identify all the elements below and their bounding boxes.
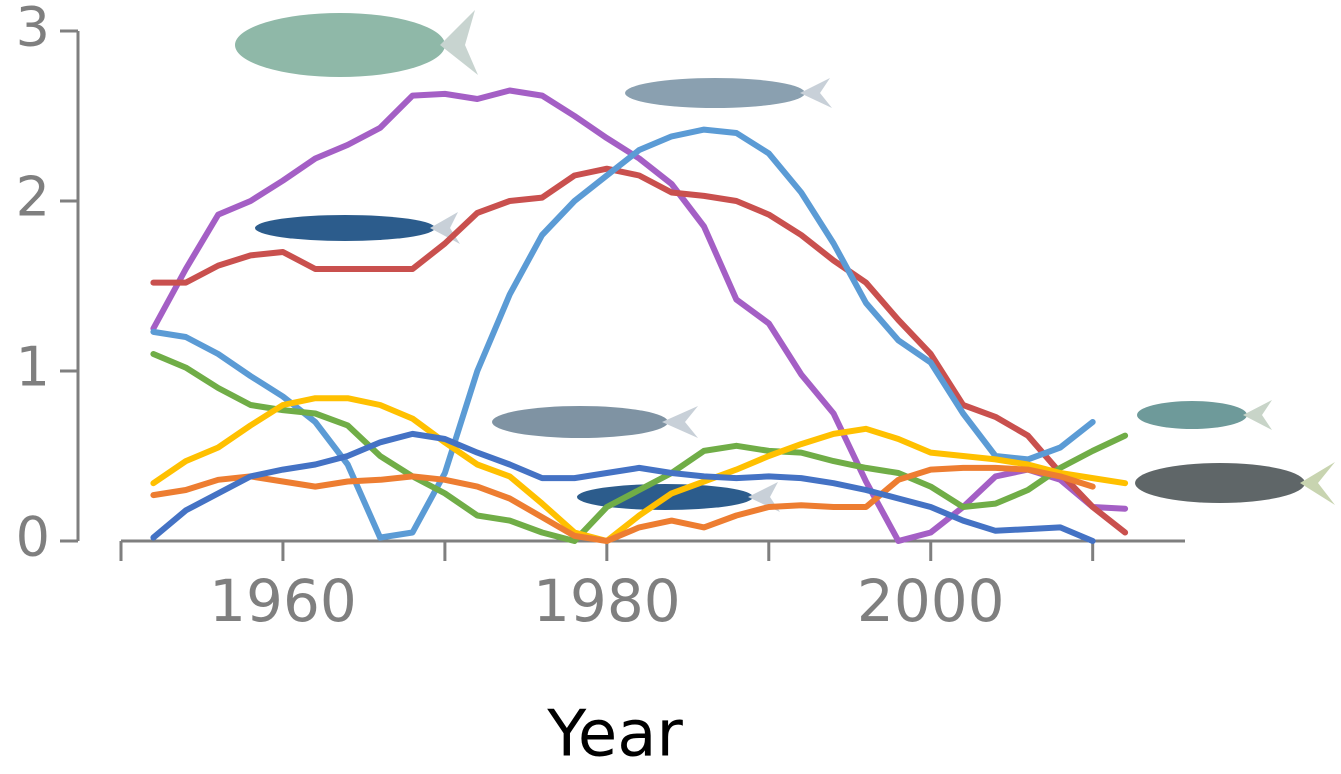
fish [235,10,478,77]
y-tick-label: 0 [16,506,50,569]
data-line [150,395,1129,544]
fish [255,212,460,244]
y-tick-label: 1 [16,336,50,399]
y-tick-label: 3 [16,0,50,59]
fish [625,78,832,108]
fish [492,406,698,438]
x-axis-title: Year [546,698,683,772]
y-tick-label: 2 [16,166,50,229]
data-line [150,351,1129,544]
data-line [150,430,1096,544]
fish-decorations [235,10,1335,512]
x-tick-label: 1980 [533,567,681,635]
x-tick-label: 1960 [209,567,357,635]
x-tick-label: 2000 [857,567,1005,635]
fish [1135,462,1335,505]
data-line [150,126,1096,541]
data-line [150,165,1129,536]
data-line [150,464,1096,544]
data-line [150,87,1129,544]
fish [1137,400,1272,430]
